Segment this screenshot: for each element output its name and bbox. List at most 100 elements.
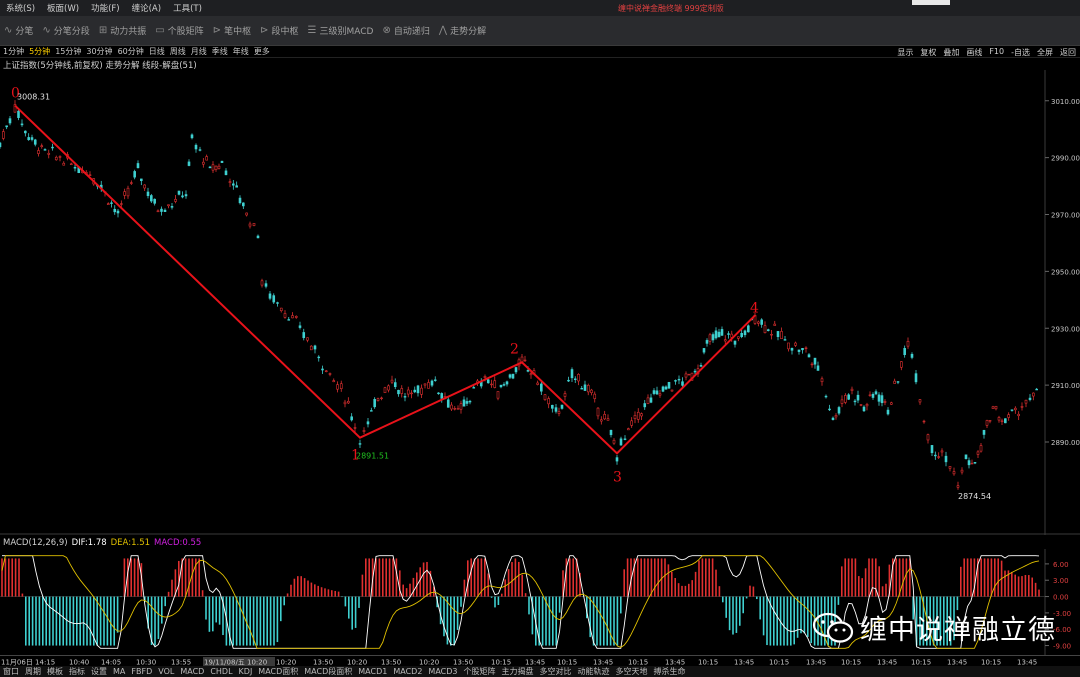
- indicator-tab[interactable]: 搏杀生命: [653, 667, 686, 676]
- period-30min[interactable]: 30分钟: [86, 47, 113, 56]
- candle-body: [834, 415, 838, 418]
- indicator-tab[interactable]: 主力揭盘: [501, 667, 534, 676]
- candle-body: [677, 378, 681, 381]
- candle-body: [376, 398, 380, 401]
- indicator-tab[interactable]: CHDL: [210, 667, 233, 676]
- view-adjust-button[interactable]: 复权: [920, 48, 937, 57]
- menu-board[interactable]: 板面(W): [47, 4, 80, 14]
- indicator-tab[interactable]: 设置: [91, 667, 107, 676]
- toolbar-recursion-button[interactable]: ⊗ 自动递归: [382, 24, 429, 37]
- indicator-tab[interactable]: 周期: [25, 667, 41, 676]
- candle-body: [859, 404, 863, 406]
- candle: [937, 452, 940, 459]
- macd-bar: [164, 596, 166, 607]
- indicator-tab[interactable]: 动能轨迹: [577, 667, 610, 676]
- y-tick-label: 2950.00: [1051, 268, 1080, 276]
- indicator-tab[interactable]: MACD3: [428, 667, 458, 676]
- toolbar-resonance-button[interactable]: ⊞ 动力共振: [99, 24, 146, 37]
- toolbar-segment-pivot-button[interactable]: ⊳ 段中枢: [260, 24, 298, 37]
- macd-bar: [341, 596, 343, 598]
- indicator-tab[interactable]: 多空天地: [615, 667, 648, 676]
- price-chart[interactable]: 3010.00 2990.00 2970.00 2950.00 2930.00 2910.…: [0, 70, 1080, 535]
- toolbar-stroke-button[interactable]: ∿ 分笔: [4, 24, 33, 37]
- period-quarter[interactable]: 季线: [211, 47, 228, 56]
- view-back-button[interactable]: 返回: [1060, 48, 1076, 57]
- toolbar-macd3-button[interactable]: ☰ 三级别MACD: [308, 24, 374, 37]
- candle-body: [347, 400, 350, 404]
- macd-bar: [446, 596, 449, 645]
- candle: [1032, 392, 1035, 401]
- menu-tools[interactable]: 工具(T): [173, 4, 202, 14]
- candle: [496, 391, 500, 401]
- indicator-tab[interactable]: MACD2: [393, 667, 423, 676]
- indicator-tab[interactable]: 个股矩阵: [463, 667, 496, 676]
- indicator-tab[interactable]: MACD面积: [258, 667, 299, 676]
- macd-bar: [905, 558, 908, 597]
- macd-chart[interactable]: 6.00 3.00 0.00 -3.00 -6.00 -9.00: [0, 549, 1080, 655]
- toolbar-matrix-button[interactable]: ▭ 个股矩阵: [155, 24, 203, 37]
- candle: [40, 143, 44, 149]
- candle: [737, 336, 740, 342]
- candle: [211, 161, 215, 173]
- macd-bar: [521, 574, 523, 597]
- indicator-tab[interactable]: MACD: [180, 667, 205, 676]
- indicator-tab[interactable]: 多空对比: [539, 667, 572, 676]
- candle: [298, 321, 302, 330]
- candle: [583, 380, 587, 391]
- candle-body: [130, 182, 133, 184]
- view-watchlist-button[interactable]: -自选: [1011, 48, 1030, 57]
- candle: [343, 399, 347, 408]
- indicator-tab[interactable]: MA: [113, 667, 126, 676]
- macd-bar: [552, 596, 554, 646]
- toolbar-segment-button[interactable]: ∿ 分笔分段: [42, 24, 89, 37]
- period-5min[interactable]: 5分钟: [29, 47, 51, 56]
- menu-system[interactable]: 系统(S): [6, 4, 36, 14]
- indicator-tab[interactable]: MACD1: [358, 667, 388, 676]
- period-day[interactable]: 日线: [148, 47, 165, 56]
- period-more[interactable]: 更多: [253, 47, 270, 56]
- toolbar-trend-button[interactable]: ⋀ 走势分解: [439, 24, 486, 37]
- macd-bar: [575, 558, 578, 597]
- period-1min[interactable]: 1分钟: [3, 47, 25, 56]
- menu-function[interactable]: 功能(F): [91, 4, 120, 14]
- period-15min[interactable]: 15分钟: [55, 47, 82, 56]
- toolbar-stroke-pivot-button[interactable]: ⊳ 笔中枢: [213, 24, 251, 37]
- candle: [130, 180, 133, 185]
- period-month[interactable]: 月线: [190, 47, 207, 56]
- candle-body: [526, 369, 530, 372]
- candle: [150, 193, 153, 203]
- view-display-button[interactable]: 显示: [897, 48, 914, 57]
- macd-bar: [86, 596, 88, 646]
- window-control-box[interactable]: [912, 0, 950, 5]
- indicator-tab[interactable]: KDJ: [238, 667, 253, 676]
- candle-body: [554, 407, 558, 412]
- macd-bar: [348, 596, 350, 619]
- indicator-tab[interactable]: MACD段面积: [304, 667, 353, 676]
- candle: [853, 399, 857, 406]
- time-label: 10:20: [347, 659, 367, 667]
- period-week[interactable]: 周线: [169, 47, 186, 56]
- indicator-tab[interactable]: 模板: [47, 667, 63, 676]
- indicator-tab[interactable]: FBFD: [131, 667, 153, 676]
- view-f10-button[interactable]: F10: [989, 47, 1005, 56]
- time-label: 13:45: [525, 659, 545, 667]
- candle: [766, 328, 770, 332]
- view-fullscreen-button[interactable]: 全屏: [1037, 48, 1053, 57]
- candle-body: [810, 363, 814, 366]
- macd-bar: [433, 586, 435, 597]
- candle-body: [1035, 388, 1038, 391]
- view-overlay-button[interactable]: 叠加: [943, 48, 960, 57]
- candle: [633, 411, 637, 424]
- indicator-tab[interactable]: VOL: [158, 667, 175, 676]
- period-year[interactable]: 年线: [232, 47, 249, 56]
- menu-chanlun[interactable]: 缠论(A): [131, 4, 162, 14]
- macd-bar: [453, 596, 455, 646]
- macd-bar: [317, 585, 319, 597]
- macd-bar: [286, 593, 289, 597]
- indicator-tab[interactable]: 窗口: [3, 667, 19, 676]
- indicator-tab[interactable]: 指标: [69, 667, 85, 676]
- candle-body: [69, 163, 73, 166]
- view-draw-button[interactable]: 画线: [966, 48, 983, 57]
- candle: [520, 353, 524, 363]
- period-60min[interactable]: 60分钟: [117, 47, 144, 56]
